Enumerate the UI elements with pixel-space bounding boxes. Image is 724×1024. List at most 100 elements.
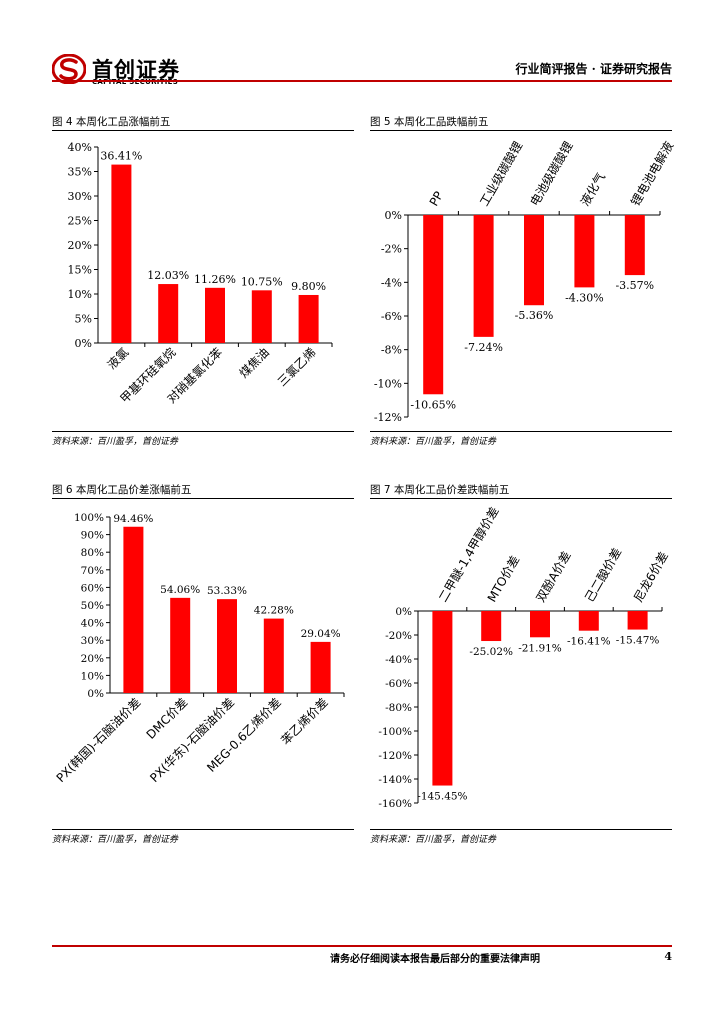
legal-disclaimer: 请务必仔细阅读本报告最后部分的重要法律声明 — [330, 954, 540, 965]
data-label: -5.36% — [515, 309, 554, 322]
data-label: 9.80% — [291, 280, 326, 293]
data-label: -21.91% — [518, 642, 562, 654]
brand-name: 首创证券 — [92, 58, 180, 82]
y-tick-label: 20% — [68, 239, 92, 252]
data-label: 94.46% — [113, 513, 153, 525]
y-tick-label: 30% — [68, 190, 92, 203]
y-tick-label: -20% — [385, 630, 412, 642]
category-label: 液化气 — [577, 170, 608, 209]
y-tick-label: -40% — [385, 654, 412, 666]
figure-7-title: 图 7 本周化工品价差跌幅前五 — [370, 484, 510, 496]
data-label: 12.03% — [147, 269, 189, 282]
bar — [481, 611, 502, 642]
category-label: 尼龙6价差 — [631, 549, 671, 604]
data-label: -10.65% — [410, 398, 456, 411]
figure-4-chart: 0%5%10%15%20%25%30%35%40%36.41%液氯12.03%甲… — [68, 141, 333, 406]
y-tick-label: 40% — [68, 141, 92, 154]
bar — [170, 597, 191, 693]
y-tick-label: 100% — [74, 512, 104, 524]
data-label: 10.75% — [241, 275, 283, 288]
y-tick-label: -2% — [381, 243, 402, 256]
bar — [205, 287, 225, 343]
data-label: -15.47% — [616, 635, 660, 647]
brand-logo: 首创证券 CAPITAL SECURITIES — [52, 52, 212, 88]
bar — [524, 215, 544, 306]
y-tick-label: 15% — [68, 264, 92, 277]
bar — [530, 611, 550, 638]
footer-divider — [52, 945, 672, 947]
y-tick-label: -60% — [385, 678, 412, 690]
y-tick-label: 30% — [81, 635, 104, 647]
figure-7-chart: 0% -20% -40% -60% -80% -100% -120% -140% -160% -1… — [378, 504, 671, 810]
y-tick-label: 0% — [385, 209, 402, 222]
bar — [158, 284, 179, 343]
category-label: DMC价差 — [144, 695, 191, 742]
y-tick-label: 35% — [68, 166, 92, 179]
data-label: -16.41% — [567, 636, 611, 648]
y-tick-label: 70% — [81, 565, 104, 577]
bar — [251, 290, 272, 343]
category-label: 锂电池电解液 — [627, 139, 676, 209]
report-type: 行业简评报告 · 证券研究报告 — [515, 62, 672, 76]
data-label: 53.33% — [207, 585, 247, 597]
y-tick-label: -120% — [378, 750, 412, 762]
y-tick-label: -80% — [385, 702, 412, 714]
y-tick-label: -140% — [378, 774, 412, 786]
category-label: 己二酸价差 — [581, 545, 624, 604]
bar — [217, 599, 237, 693]
figure-5-top-rule — [370, 130, 672, 131]
figure-4-title: 图 4 本周化工品涨幅前五 — [52, 116, 171, 128]
figure-7-bottom-rule — [370, 829, 672, 830]
figure-4-top-rule — [52, 130, 354, 131]
y-tick-label: -6% — [381, 310, 402, 323]
figure-6-top-rule — [52, 498, 354, 499]
header-divider — [52, 80, 672, 82]
data-label: 54.06% — [160, 584, 200, 596]
figure-5-chart: 0% -2% -4% -6% -8% -10% -12% -10.65% PP -7.24% 工业级… — [374, 139, 677, 424]
data-label: 11.26% — [194, 273, 236, 286]
figure-6-bottom-rule — [52, 829, 354, 830]
figure-6-chart: 0% 10% 20% 30% 40% 50% 60% 70% 80% 90% 100% 94.46% P… — [53, 512, 345, 786]
y-tick-label: -4% — [381, 276, 402, 289]
y-tick-label: 0% — [395, 606, 412, 618]
y-tick-label: 0% — [87, 688, 104, 700]
y-tick-label: 60% — [81, 582, 104, 594]
y-tick-label: -100% — [378, 726, 412, 738]
bar — [578, 611, 599, 631]
bar — [423, 215, 444, 395]
y-tick-label: 0% — [75, 337, 92, 350]
category-label: 工业级碳酸锂 — [476, 139, 525, 209]
figure-5-bottom-rule — [370, 431, 672, 432]
category-label: 液氯 — [104, 345, 132, 373]
bar — [263, 618, 284, 693]
bar — [123, 526, 144, 693]
y-tick-label: 25% — [68, 215, 92, 228]
brand-logo-icon — [52, 54, 86, 84]
brand-name-en: CAPITAL SECURITIES — [92, 78, 179, 86]
figure-6-source: 资料来源：百川盈孚，首创证券 — [52, 835, 179, 845]
figure-4-source: 资料来源：百川盈孚，首创证券 — [52, 437, 179, 447]
data-label: 42.28% — [254, 605, 294, 617]
figure-7-source: 资料来源：百川盈孚，首创证券 — [370, 835, 497, 845]
category-label: PX(华东)-石脑油价差 — [147, 695, 237, 785]
y-tick-label: 5% — [75, 313, 92, 326]
data-label: -145.45% — [417, 791, 467, 803]
figure-5-source: 资料来源：百川盈孚，首创证券 — [370, 437, 497, 447]
y-tick-label: 90% — [81, 530, 104, 542]
y-tick-label: 20% — [81, 653, 104, 665]
bar — [310, 641, 331, 693]
y-tick-label: 50% — [81, 600, 104, 612]
y-tick-label: -10% — [374, 377, 402, 390]
category-label: 三氯乙烯 — [275, 345, 319, 389]
bar — [473, 215, 494, 337]
data-label: 36.41% — [100, 150, 142, 163]
y-tick-label: 10% — [81, 670, 104, 682]
category-label: 电池级碳酸锂 — [527, 139, 576, 209]
bar — [574, 215, 595, 288]
y-tick-label: -8% — [381, 344, 402, 357]
figure-7-top-rule — [370, 498, 672, 499]
bar — [624, 215, 645, 276]
category-label: PX(韩国)-石脑油价差 — [53, 695, 144, 786]
category-label: 双酚A价差 — [533, 549, 573, 605]
category-label: PP — [427, 189, 446, 209]
